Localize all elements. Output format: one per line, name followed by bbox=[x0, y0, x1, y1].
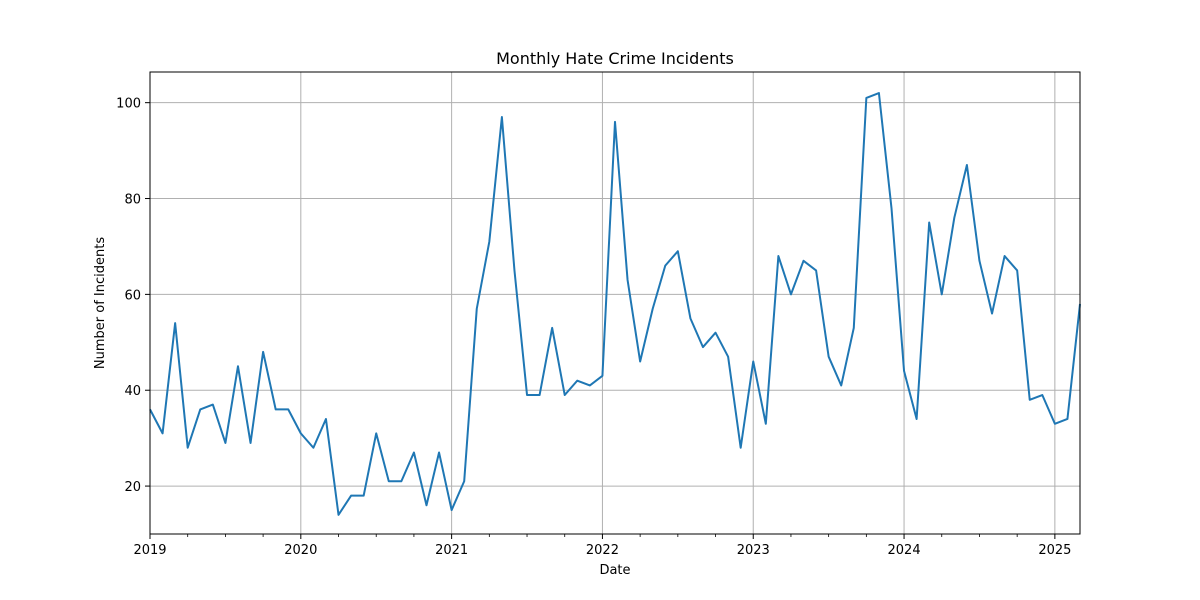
x-axis: 2019 2020 2021 2022 2023 2024 2025 bbox=[133, 534, 1071, 558]
x-axis-title: Date bbox=[599, 563, 630, 578]
y-tick-label: 100 bbox=[116, 97, 141, 112]
x-tick-label: 2025 bbox=[1038, 543, 1071, 558]
y-tick-label: 40 bbox=[124, 384, 141, 399]
x-tick-label: 2023 bbox=[737, 543, 770, 558]
chart-title: Monthly Hate Crime Incidents bbox=[496, 49, 734, 68]
y-tick-label: 20 bbox=[124, 480, 141, 495]
y-axis: 20 40 60 80 100 bbox=[116, 97, 150, 495]
y-tick-label: 80 bbox=[124, 193, 141, 208]
x-tick-label: 2021 bbox=[435, 543, 468, 558]
plot-frame bbox=[149, 71, 1081, 535]
x-tick-label: 2020 bbox=[284, 543, 317, 558]
series-layer bbox=[149, 92, 1081, 516]
x-tick-label: 2019 bbox=[133, 543, 166, 558]
series-line bbox=[149, 92, 1081, 516]
y-axis-title: Number of Incidents bbox=[93, 237, 108, 369]
x-tick-label: 2024 bbox=[888, 543, 921, 558]
y-tick-label: 60 bbox=[124, 288, 141, 303]
x-tick-label: 2022 bbox=[586, 543, 619, 558]
